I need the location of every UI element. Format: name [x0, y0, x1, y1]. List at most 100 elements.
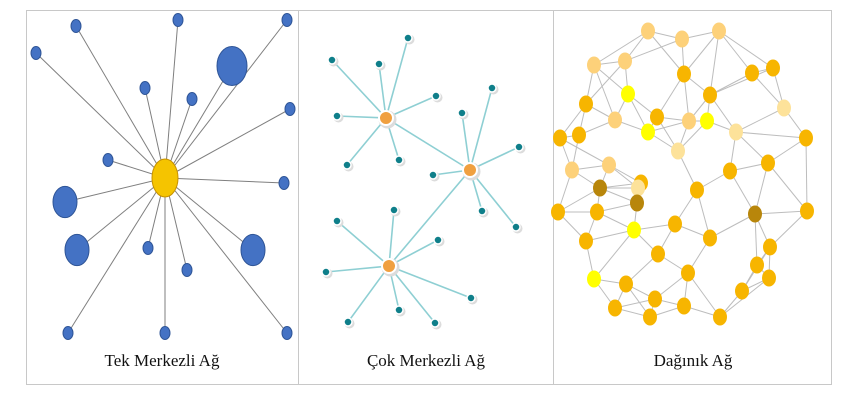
- network-link: [754, 213, 758, 266]
- mesh-node: [579, 95, 593, 113]
- peripheral-node: [159, 326, 171, 340]
- network-link: [76, 177, 166, 251]
- peripheral-node: [394, 305, 404, 315]
- mesh-node: [593, 179, 607, 197]
- mesh-node: [748, 205, 762, 223]
- network-link: [346, 117, 387, 166]
- hub-node: [378, 110, 394, 126]
- network-link: [67, 177, 166, 334]
- panel-divider-2: [553, 10, 554, 385]
- mesh-node: [553, 129, 567, 147]
- network-link: [336, 220, 390, 267]
- network-link: [585, 229, 635, 242]
- peripheral-node: [343, 317, 353, 327]
- network-link: [767, 137, 807, 164]
- peripheral-node: [321, 267, 331, 277]
- network-link: [331, 59, 387, 119]
- mesh-node: [641, 22, 655, 40]
- network-link: [718, 30, 753, 74]
- mesh-node: [650, 108, 664, 126]
- network-link: [469, 87, 493, 171]
- mesh-node: [713, 308, 727, 326]
- peripheral-node: [431, 91, 441, 101]
- mesh-node: [551, 203, 565, 221]
- panel-centralized: Tek Merkezli Ağ: [26, 10, 298, 385]
- panel-decentralized: Çok Merkezli Ağ: [299, 10, 553, 385]
- mesh-node: [602, 156, 616, 174]
- mesh-node: [777, 99, 791, 117]
- network-link: [64, 177, 166, 203]
- distributed-network-diagram: [551, 22, 814, 326]
- peripheral-node: [430, 318, 440, 328]
- peripheral-node: [433, 235, 443, 245]
- caption-decentralized: Çok Merkezli Ağ: [366, 351, 486, 370]
- network-link: [593, 64, 616, 121]
- mesh-node: [729, 123, 743, 141]
- peripheral-node: [181, 263, 193, 277]
- network-link: [557, 187, 601, 213]
- network-link: [718, 30, 774, 69]
- network-link: [164, 177, 254, 251]
- network-link: [754, 210, 808, 215]
- network-link: [751, 72, 785, 109]
- network-link: [687, 272, 721, 318]
- peripheral-node: [186, 92, 198, 106]
- peripheral-node: [52, 185, 78, 219]
- mesh-node: [766, 59, 780, 77]
- peripheral-node: [487, 83, 497, 93]
- network-link: [385, 37, 409, 119]
- peripheral-node: [30, 46, 42, 60]
- mesh-node: [712, 22, 726, 40]
- centralized-network-diagram: [30, 13, 296, 340]
- network-link: [735, 107, 785, 133]
- network-link: [767, 162, 808, 212]
- mesh-node: [690, 181, 704, 199]
- network-link: [735, 131, 807, 139]
- mesh-node: [800, 202, 814, 220]
- hub-link: [385, 117, 471, 171]
- mesh-node: [677, 297, 691, 315]
- network-link: [729, 170, 756, 215]
- peripheral-node: [457, 108, 467, 118]
- central-hub-node: [151, 158, 179, 198]
- mesh-node: [675, 30, 689, 48]
- peripheral-node: [428, 170, 438, 180]
- mesh-node: [630, 194, 644, 212]
- network-link: [75, 25, 166, 179]
- peripheral-node: [332, 216, 342, 226]
- network-link: [347, 265, 390, 323]
- mesh-node: [619, 275, 633, 293]
- mesh-node: [651, 245, 665, 263]
- mesh-node: [643, 308, 657, 326]
- peripheral-node: [374, 59, 384, 69]
- mesh-node: [627, 221, 641, 239]
- mesh-node: [671, 142, 685, 160]
- peripheral-node: [332, 111, 342, 121]
- peripheral-node: [514, 142, 524, 152]
- network-link: [164, 177, 285, 184]
- peripheral-node: [172, 13, 184, 27]
- peripheral-node: [240, 233, 266, 267]
- mesh-node: [677, 65, 691, 83]
- panel-divider-1: [298, 10, 299, 385]
- network-link: [378, 63, 387, 119]
- peripheral-node: [281, 326, 293, 340]
- network-link: [559, 137, 610, 166]
- mesh-node: [572, 126, 586, 144]
- network-link: [325, 265, 390, 273]
- mesh-node: [681, 264, 695, 282]
- network-link: [388, 265, 436, 324]
- hub-node: [381, 258, 397, 274]
- panel-distributed: Dağınık Ağ: [551, 10, 832, 385]
- mesh-node: [587, 270, 601, 288]
- mesh-node: [608, 111, 622, 129]
- peripheral-node: [327, 55, 337, 65]
- peripheral-node: [62, 326, 74, 340]
- decentralized-network-diagram: [321, 33, 526, 330]
- peripheral-node: [139, 81, 151, 95]
- network-link: [709, 67, 774, 96]
- network-link: [593, 229, 635, 280]
- network-link: [164, 65, 233, 179]
- peripheral-node: [477, 206, 487, 216]
- mesh-node: [641, 123, 655, 141]
